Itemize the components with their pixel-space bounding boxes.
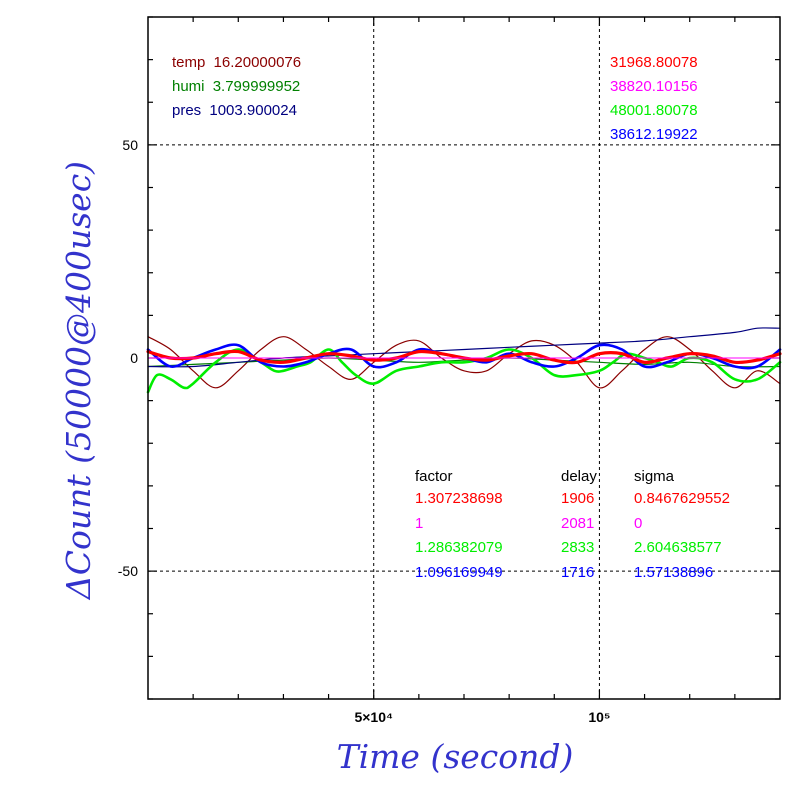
parameter-table: factor delay sigma 1.307238698 1906 0.84… xyxy=(415,468,730,581)
row-magenta-factor: 1 xyxy=(415,515,423,532)
header-delay: delay xyxy=(561,468,597,485)
x-tick-label: 10⁵ xyxy=(588,709,610,725)
count-magenta: 38820.10156 xyxy=(610,78,698,95)
y-tick-label: -50 xyxy=(118,563,138,579)
row-blue-factor: 1.096169949 xyxy=(415,564,503,581)
count-values: 31968.80078 38820.10156 48001.80078 3861… xyxy=(610,54,698,143)
header-sigma: sigma xyxy=(634,468,675,485)
env-pres-value: 1003.900024 xyxy=(209,102,297,119)
env-temp-label: temp xyxy=(172,54,205,71)
tick-labels: 50 0 -50 5×10⁴ 10⁵ xyxy=(118,137,611,725)
env-pres-label: pres xyxy=(172,102,201,119)
env-temp-value: 16.20000076 xyxy=(214,54,302,71)
env-pres: pres 1003.900024 xyxy=(172,102,297,119)
plot-frame xyxy=(147,16,781,700)
row-red-sigma: 0.8467629552 xyxy=(634,490,730,507)
y-tick-label: 0 xyxy=(130,350,138,366)
env-humi-label: humi xyxy=(172,78,205,95)
count-green: 48001.80078 xyxy=(610,102,698,119)
series-line-green xyxy=(146,348,782,394)
count-blue: 38612.19922 xyxy=(610,126,698,143)
env-humi-value: 3.799999952 xyxy=(213,78,301,95)
row-red-delay: 1906 xyxy=(561,490,594,507)
header-factor: factor xyxy=(415,468,453,485)
row-green-delay: 2833 xyxy=(561,539,594,556)
row-magenta-sigma: 0 xyxy=(634,515,642,532)
row-blue-delay: 1716 xyxy=(561,564,594,581)
env-humi: humi 3.799999952 xyxy=(172,78,300,95)
env-temp: temp 16.20000076 xyxy=(172,54,301,71)
x-tick-label: 5×10⁴ xyxy=(354,709,393,725)
row-blue-sigma: 1.57138896 xyxy=(634,564,713,581)
environment-info: temp 16.20000076 humi 3.799999952 pres 1… xyxy=(172,54,301,119)
x-axis-title: Time (second) xyxy=(337,737,574,776)
y-tick-label: 50 xyxy=(122,137,138,153)
series-line-humi-dark-green xyxy=(147,357,781,368)
row-green-sigma: 2.604638577 xyxy=(634,539,722,556)
row-red-factor: 1.307238698 xyxy=(415,490,503,507)
y-axis-title: ΔCount (50000@400usec) xyxy=(59,161,98,601)
count-red: 31968.80078 xyxy=(610,54,698,71)
row-green-factor: 1.286382079 xyxy=(415,539,503,556)
row-magenta-delay: 2081 xyxy=(561,515,594,532)
